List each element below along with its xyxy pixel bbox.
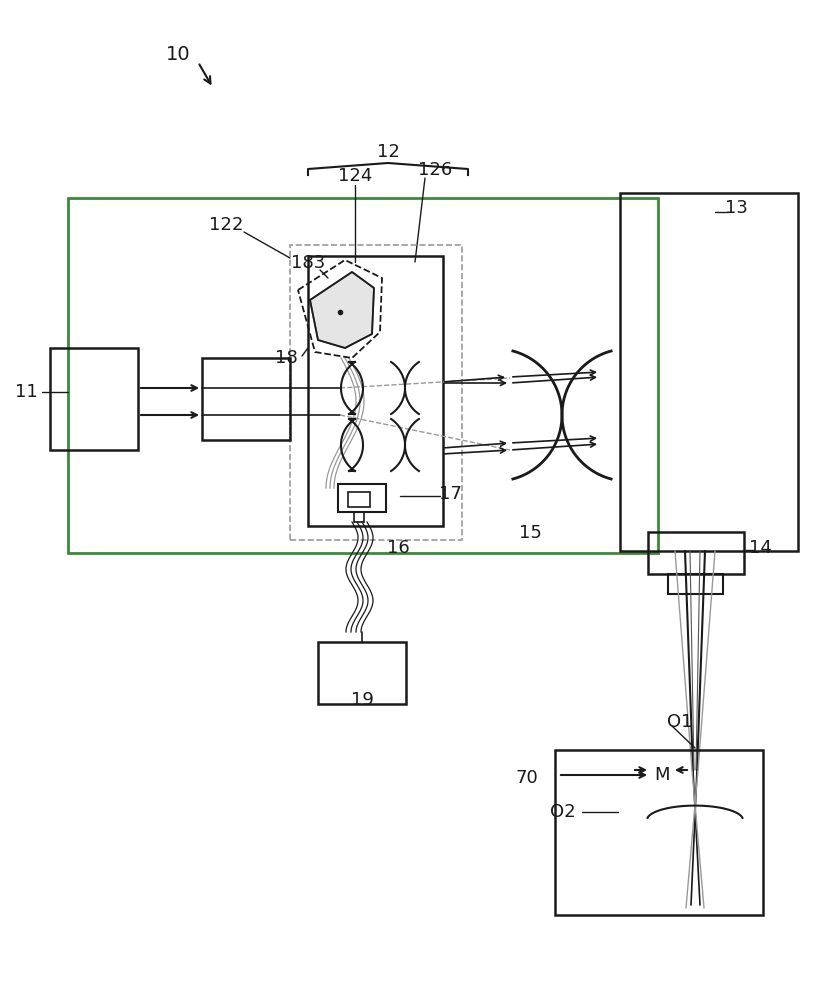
Polygon shape — [309, 272, 374, 348]
Bar — [354, 512, 364, 522]
Text: M: M — [654, 766, 669, 784]
Text: 70: 70 — [515, 769, 538, 787]
Text: O1: O1 — [666, 713, 692, 731]
Text: 15: 15 — [518, 524, 541, 542]
Bar — [308, 256, 442, 526]
Text: O2: O2 — [549, 803, 575, 821]
Bar — [667, 574, 722, 594]
Bar — [318, 642, 405, 704]
Text: 124: 124 — [338, 167, 372, 185]
Text: 183: 183 — [291, 254, 324, 272]
Bar — [647, 532, 743, 574]
Text: 13: 13 — [724, 199, 747, 217]
Text: 19: 19 — [350, 691, 373, 709]
Bar — [619, 193, 797, 551]
Bar — [348, 492, 370, 507]
Bar — [338, 484, 385, 512]
Text: 16: 16 — [386, 539, 409, 557]
Bar — [554, 750, 762, 915]
Text: 126: 126 — [417, 161, 451, 179]
Text: 17: 17 — [438, 485, 461, 503]
Bar — [201, 358, 289, 440]
Bar — [68, 198, 657, 553]
Bar — [50, 348, 138, 450]
Text: 11: 11 — [15, 383, 38, 401]
Text: 18: 18 — [275, 349, 298, 367]
Text: 10: 10 — [166, 45, 190, 64]
Text: 14: 14 — [747, 539, 771, 557]
Text: 12: 12 — [376, 143, 399, 161]
Text: 122: 122 — [208, 216, 243, 234]
Bar — [289, 245, 461, 540]
